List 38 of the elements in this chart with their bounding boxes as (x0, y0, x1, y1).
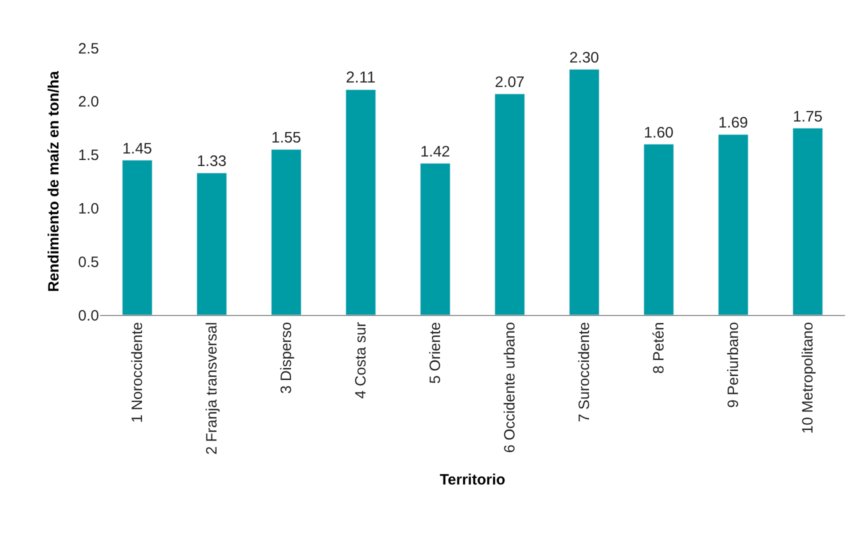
x-tick-label: 4 Costa sur (352, 322, 370, 399)
bar (569, 69, 600, 315)
y-tick-label: 0.5 (78, 254, 99, 271)
bar (718, 134, 748, 315)
x-tick-label: 3 Disperso (278, 322, 296, 394)
x-tick-label: 9 Periurbano (725, 322, 742, 408)
y-axis-title: Rendimiento de maíz en ton/ha (45, 70, 62, 292)
bar (644, 144, 674, 315)
bar (271, 149, 302, 315)
y-tick-label: 1.0 (78, 200, 99, 218)
data-label: 2.30 (569, 50, 600, 67)
data-label: 1.45 (122, 140, 152, 158)
x-tick-label: 1 Noroccidente (129, 322, 146, 423)
bar (420, 163, 450, 315)
bar (346, 89, 376, 315)
data-label: 1.42 (420, 144, 450, 161)
x-tick-label: 5 Oriente (427, 322, 444, 384)
data-label: 1.69 (718, 114, 748, 132)
y-tick-label: 0.0 (78, 307, 99, 324)
bar (494, 94, 525, 315)
data-label: 2.11 (346, 70, 376, 87)
y-tick-label: 2.5 (78, 40, 99, 58)
x-tick-label: 2 Franja transversal (204, 322, 221, 455)
y-tick-label: 2.0 (78, 94, 99, 111)
data-label: 1.33 (196, 153, 227, 170)
data-label: 1.55 (271, 130, 302, 147)
bar (122, 160, 152, 315)
y-tick-label: 1.5 (78, 147, 99, 164)
x-tick-label: 7 Suroccidente (576, 322, 594, 422)
bar (196, 172, 227, 315)
data-label: 1.60 (644, 124, 674, 142)
data-label: 2.07 (494, 74, 525, 92)
x-axis-title: Territorio (440, 472, 506, 489)
x-tick-label: 8 Petén (650, 322, 668, 374)
bar (792, 128, 823, 315)
x-tick-label: 10 Metropolitano (800, 322, 817, 434)
x-tick-label: 6 Occidente urbano (502, 322, 519, 453)
data-label: 1.75 (792, 108, 823, 126)
